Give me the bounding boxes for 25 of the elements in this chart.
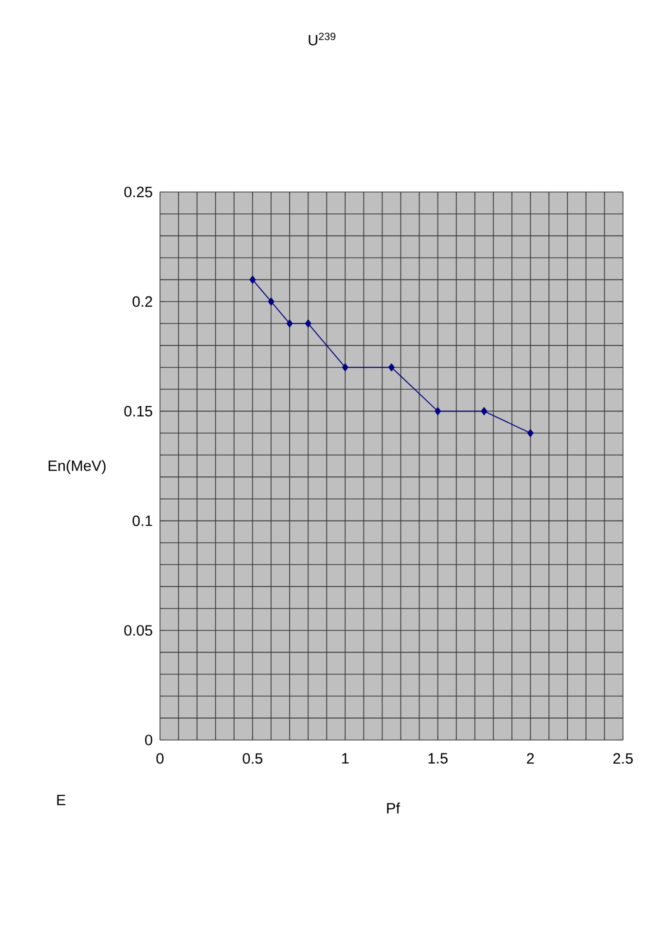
y-tick-label: 0 [145, 734, 152, 746]
point [480, 407, 488, 416]
x-axis-title: Pf [387, 802, 400, 814]
x-tick-label: 0.5 [242, 753, 262, 764]
x-tick-label: 2 [526, 753, 534, 764]
text: E [57, 794, 66, 806]
y-axis-title: En(MeV) [48, 460, 106, 474]
point [434, 407, 441, 416]
chart-title: U$^{239}$ [308, 32, 336, 46]
y-tick-label: 0.25 [124, 186, 152, 198]
y-tick-label: 0.1 [132, 516, 152, 526]
y-tick-label: 0.15 [124, 406, 152, 416]
point [388, 363, 395, 372]
point [268, 298, 274, 306]
y-tick-label: 0.2 [132, 296, 152, 307]
point [286, 320, 293, 328]
x-tick-label: 2.5 [613, 753, 633, 764]
point [342, 363, 348, 372]
x-tick-label: 1.5 [428, 753, 448, 764]
x-tick-label: 1 [342, 753, 349, 764]
point [249, 276, 256, 284]
y-tick-label: 0.05 [124, 625, 152, 636]
point [527, 429, 534, 438]
x-tick-label: 0 [156, 753, 164, 764]
point [305, 320, 312, 328]
